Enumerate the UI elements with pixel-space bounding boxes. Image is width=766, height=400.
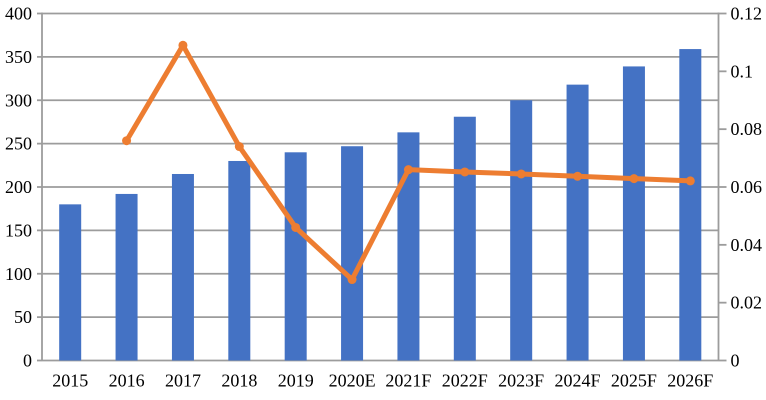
x-axis-label-2023F: 2023F xyxy=(498,371,544,391)
line-marker-2018 xyxy=(234,142,244,152)
x-axis-label-2016: 2016 xyxy=(109,371,145,391)
line-marker-2022F xyxy=(460,167,470,177)
bar-2022F xyxy=(453,116,476,361)
line-marker-2023F xyxy=(516,169,526,179)
line-marker-2025F xyxy=(629,174,639,184)
bar-series-group xyxy=(59,49,702,361)
bar-2017 xyxy=(171,173,194,361)
x-axis-label-2018: 2018 xyxy=(221,371,257,391)
right-axis-label-0.06: 0.06 xyxy=(731,177,763,197)
left-axis-label-50: 50 xyxy=(14,307,32,327)
line-series-group xyxy=(122,40,695,285)
bar-2021F xyxy=(397,132,420,361)
bar-2016 xyxy=(115,193,138,361)
left-axis-label-250: 250 xyxy=(5,134,32,154)
right-axis-label-0.1: 0.1 xyxy=(731,61,754,81)
bar-2015 xyxy=(59,204,82,361)
gridlines-group xyxy=(42,12,719,362)
bar-2019 xyxy=(284,152,307,361)
x-axis-label-2021F: 2021F xyxy=(385,371,431,391)
x-axis-label-2025F: 2025F xyxy=(611,371,657,391)
axes-group xyxy=(37,12,727,362)
x-axis-label-2020E: 2020E xyxy=(329,371,376,391)
left-axis-label-300: 300 xyxy=(5,90,32,110)
bar-2018 xyxy=(228,160,251,361)
axis-labels-group: 0 50 100 150 200 250 300 350 400 0 0.02 0.04 0.06 0.0… xyxy=(5,4,762,391)
line-marker-2017 xyxy=(178,40,188,50)
left-axis-label-150: 150 xyxy=(5,220,32,240)
bar-2020E xyxy=(341,146,364,361)
right-axis-label-0: 0 xyxy=(731,351,740,371)
bar-2023F xyxy=(510,100,533,361)
right-axis-label-0.12: 0.12 xyxy=(731,4,763,24)
left-axis-label-400: 400 xyxy=(5,4,32,24)
bar-2026F xyxy=(679,49,702,361)
left-axis-label-350: 350 xyxy=(5,47,32,67)
bar-2025F xyxy=(622,66,645,361)
right-axis-label-0.08: 0.08 xyxy=(731,119,763,139)
x-axis-label-2017: 2017 xyxy=(165,371,201,391)
line-marker-2020E xyxy=(347,275,357,285)
x-axis-label-2022F: 2022F xyxy=(442,371,488,391)
bar-2024F xyxy=(566,84,589,361)
right-axis-label-0.02: 0.02 xyxy=(731,293,763,313)
x-axis-label-2019: 2019 xyxy=(278,371,314,391)
left-axis-label-100: 100 xyxy=(5,264,32,284)
right-axis-label-0.04: 0.04 xyxy=(731,235,763,255)
left-axis-label-200: 200 xyxy=(5,177,32,197)
line-marker-2026F xyxy=(685,176,695,186)
line-marker-2024F xyxy=(573,171,583,181)
line-marker-2016 xyxy=(122,136,132,146)
x-axis-label-2026F: 2026F xyxy=(667,371,713,391)
x-axis-label-2015: 2015 xyxy=(52,371,88,391)
left-axis-label-0: 0 xyxy=(23,351,32,371)
line-marker-2021F xyxy=(403,165,413,175)
line-marker-2019 xyxy=(291,222,301,232)
x-axis-label-2024F: 2024F xyxy=(555,371,601,391)
